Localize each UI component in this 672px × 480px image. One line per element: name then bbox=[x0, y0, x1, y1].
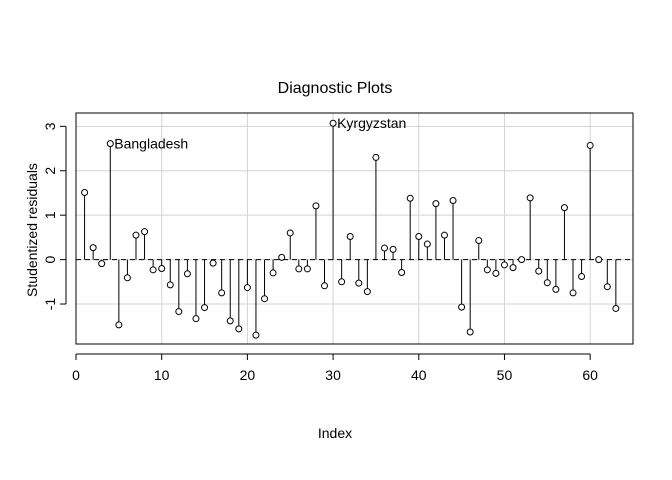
chart-title: Diagnostic Plots bbox=[278, 80, 393, 97]
data-point bbox=[415, 232, 423, 240]
data-point bbox=[423, 240, 431, 248]
data-point bbox=[595, 256, 603, 264]
x-tick-label: 10 bbox=[154, 367, 170, 383]
annotations: Bangladesh Kyrgyzstan bbox=[114, 115, 406, 151]
data-point bbox=[578, 272, 586, 280]
y-tick-label: 3 bbox=[42, 122, 58, 130]
y-tick-label: -1 bbox=[42, 298, 58, 311]
data-point bbox=[321, 282, 329, 290]
data-point bbox=[406, 194, 414, 202]
plot-frame bbox=[75, 112, 634, 345]
data-point bbox=[543, 279, 551, 287]
stems bbox=[84, 123, 617, 336]
y-axis-label: Studentized residuals bbox=[24, 163, 40, 297]
data-point bbox=[449, 197, 457, 205]
grid-lines bbox=[75, 113, 633, 344]
data-point bbox=[158, 264, 166, 272]
data-point bbox=[312, 202, 320, 210]
y-axis: -1 0 1 2 3 bbox=[42, 122, 67, 311]
x-tick-label: 0 bbox=[72, 367, 80, 383]
data-point bbox=[295, 265, 303, 273]
x-tick-label: 40 bbox=[411, 367, 427, 383]
data-point bbox=[569, 289, 577, 297]
x-axis-label: Index bbox=[318, 425, 352, 441]
data-point bbox=[132, 231, 140, 239]
data-point bbox=[235, 325, 243, 333]
data-point bbox=[526, 194, 534, 202]
data-point bbox=[81, 189, 89, 197]
y-tick-label: 0 bbox=[42, 255, 58, 263]
data-point bbox=[243, 284, 251, 292]
data-point bbox=[483, 266, 491, 274]
data-point bbox=[218, 289, 226, 297]
data-point bbox=[286, 229, 294, 237]
data-point bbox=[98, 260, 106, 268]
data-point bbox=[201, 304, 209, 312]
data-point bbox=[209, 259, 217, 267]
data-point bbox=[252, 331, 260, 339]
point-annotation: Bangladesh bbox=[114, 136, 188, 152]
data-point bbox=[175, 308, 183, 316]
x-tick-label: 30 bbox=[325, 367, 341, 383]
data-point bbox=[261, 295, 269, 303]
data-point bbox=[389, 245, 397, 253]
data-point bbox=[535, 267, 543, 275]
data-point bbox=[603, 283, 611, 291]
x-axis: 0 10 20 30 40 50 60 bbox=[72, 353, 598, 383]
data-point bbox=[166, 281, 174, 289]
data-point bbox=[123, 274, 131, 282]
point-annotation: Kyrgyzstan bbox=[337, 115, 406, 131]
data-point bbox=[466, 328, 474, 336]
data-point bbox=[380, 244, 388, 252]
data-point bbox=[346, 232, 354, 240]
y-tick-label: 1 bbox=[42, 211, 58, 219]
data-point bbox=[552, 285, 560, 293]
data-point bbox=[432, 200, 440, 208]
data-point bbox=[141, 228, 149, 236]
data-point bbox=[89, 244, 97, 252]
data-point bbox=[500, 261, 508, 269]
x-tick-label: 20 bbox=[240, 367, 256, 383]
x-tick-label: 60 bbox=[582, 367, 598, 383]
data-point bbox=[226, 317, 234, 325]
data-point bbox=[372, 153, 380, 161]
data-point bbox=[149, 266, 157, 274]
data-point bbox=[492, 269, 500, 277]
data-point bbox=[338, 278, 346, 286]
data-point bbox=[475, 236, 483, 244]
data-point bbox=[183, 270, 191, 278]
data-point bbox=[269, 269, 277, 277]
data-point bbox=[586, 141, 594, 149]
data-point bbox=[355, 279, 363, 287]
y-tick-label: 2 bbox=[42, 167, 58, 175]
data-point bbox=[303, 265, 311, 273]
points bbox=[81, 119, 620, 339]
data-point bbox=[509, 264, 517, 272]
data-point bbox=[398, 268, 406, 276]
data-point bbox=[518, 256, 526, 264]
data-point bbox=[612, 304, 620, 312]
data-point bbox=[278, 253, 286, 261]
data-point bbox=[106, 140, 114, 148]
x-tick-label: 50 bbox=[497, 367, 513, 383]
data-point bbox=[560, 204, 568, 212]
data-point bbox=[440, 231, 448, 239]
data-point bbox=[363, 288, 371, 296]
data-point bbox=[329, 119, 337, 127]
data-point bbox=[192, 315, 200, 323]
data-point bbox=[458, 303, 466, 311]
data-point bbox=[115, 321, 123, 329]
